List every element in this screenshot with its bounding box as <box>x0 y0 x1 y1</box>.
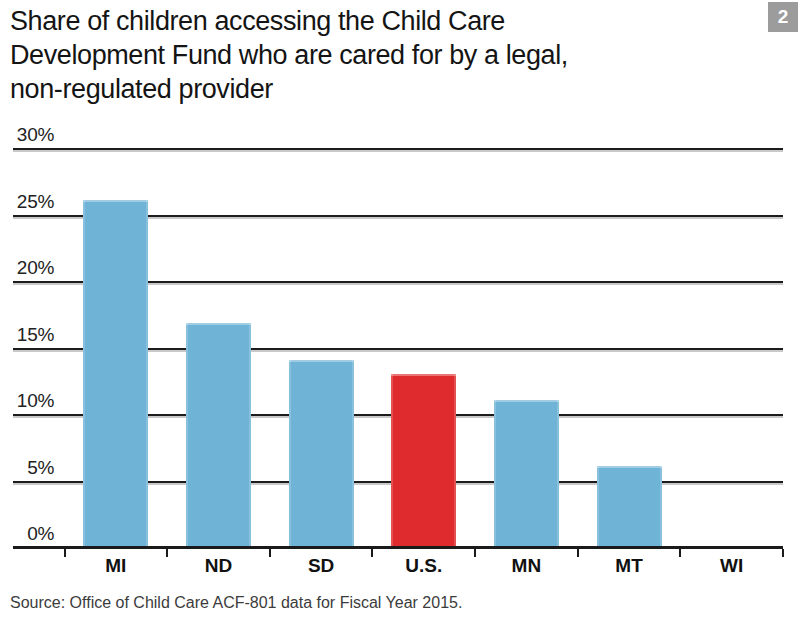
x-axis-line <box>13 546 783 549</box>
x-axis-tick <box>371 549 373 557</box>
x-category-label-SD: SD <box>276 555 366 577</box>
y-tick-label: 0% <box>12 523 54 545</box>
x-axis-tick <box>64 549 66 557</box>
x-category-label-U.S.: U.S. <box>379 555 469 577</box>
y-tick-label: 15% <box>12 324 54 346</box>
y-tick-label: 20% <box>12 257 54 279</box>
x-axis-tick <box>782 549 784 557</box>
x-category-label-ND: ND <box>173 555 263 577</box>
gridline-30% <box>13 148 783 150</box>
x-axis-tick <box>166 549 168 557</box>
x-category-label-MT: MT <box>584 555 674 577</box>
source-note: Source: Office of Child Care ACF-801 dat… <box>10 594 462 612</box>
y-tick-label: 30% <box>12 124 54 146</box>
x-axis-tick <box>577 549 579 557</box>
x-category-label-MI: MI <box>71 555 161 577</box>
bar-MT <box>597 466 662 546</box>
x-category-label-WI: WI <box>687 555 777 577</box>
x-axis-tick <box>679 549 681 557</box>
bar-MN <box>494 400 559 546</box>
bar-chart: 30% 25% 20% 15% 10% 5% 0% MI ND SD U.S. MN MT WI <box>0 0 800 623</box>
bar-U.S. <box>391 374 456 546</box>
x-axis-tick <box>474 549 476 557</box>
y-tick-label: 25% <box>12 191 54 213</box>
figure-page: Share of children accessing the Child Ca… <box>0 0 800 623</box>
x-category-label-MN: MN <box>481 555 571 577</box>
y-tick-label: 5% <box>12 457 54 479</box>
bar-SD <box>289 360 354 546</box>
y-tick-label: 10% <box>12 390 54 412</box>
bar-MI <box>83 200 148 546</box>
x-axis-tick <box>269 549 271 557</box>
bar-ND <box>186 323 251 546</box>
